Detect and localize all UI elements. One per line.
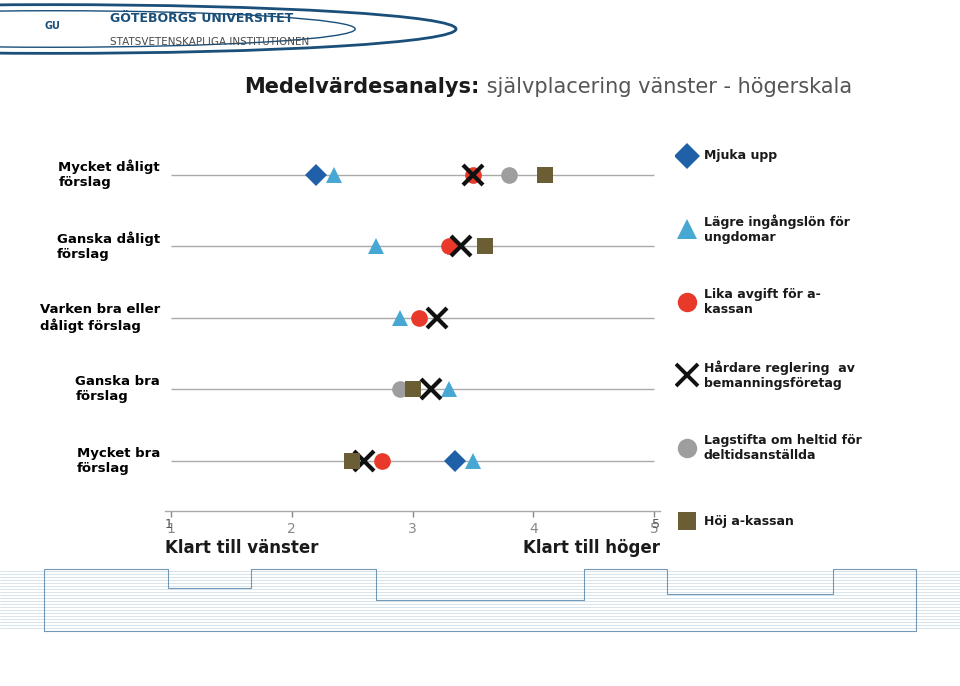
Text: självplacering vänster - högerskala: självplacering vänster - högerskala — [480, 77, 852, 97]
Text: www.gu.se: www.gu.se — [876, 654, 948, 667]
Text: GU: GU — [45, 21, 60, 31]
Text: STATSVETENSKAPLIGA INSTITUTIONEN: STATSVETENSKAPLIGA INSTITUTIONEN — [110, 37, 310, 47]
Text: Medelvärdesanalys:: Medelvärdesanalys: — [245, 77, 480, 97]
Text: Lika avgift för a-
kassan: Lika avgift för a- kassan — [704, 288, 821, 316]
Text: Lägre ingångslön för
ungdomar: Lägre ingångslön för ungdomar — [704, 214, 850, 244]
Text: Höj a-kassan: Höj a-kassan — [704, 514, 794, 528]
Text: 1: 1 — [165, 517, 173, 530]
Text: Klart till höger: Klart till höger — [523, 539, 660, 557]
Text: Klart till vänster: Klart till vänster — [165, 539, 319, 557]
Text: GÖTEBORGS UNIVERSITET: GÖTEBORGS UNIVERSITET — [110, 12, 294, 25]
Text: Mycket bra
förslag: Mycket bra förslag — [77, 447, 160, 475]
Text: Källa: Den nationella SOM-undersökningen: Källa: Den nationella SOM-undersökningen — [12, 643, 235, 654]
Text: Kommentar: Procentbasen utgörs av de respondenter som svarat på frågorna.: Kommentar: Procentbasen utgörs av de res… — [12, 669, 421, 681]
Text: Ganska dåligt
förslag: Ganska dåligt förslag — [57, 231, 160, 261]
Text: Ganska bra
förslag: Ganska bra förslag — [75, 375, 160, 403]
Text: 5: 5 — [652, 517, 660, 530]
Text: Varken bra eller
dåligt förslag: Varken bra eller dåligt förslag — [39, 303, 160, 333]
Text: Mycket dåligt
förslag: Mycket dåligt förslag — [59, 160, 160, 189]
Text: Hårdare reglering  av
bemanningsföretag: Hårdare reglering av bemanningsföretag — [704, 360, 854, 390]
Text: Mjuka upp: Mjuka upp — [704, 150, 778, 163]
Text: Lagstifta om heltid för
deltidsanställda: Lagstifta om heltid för deltidsanställda — [704, 434, 862, 462]
